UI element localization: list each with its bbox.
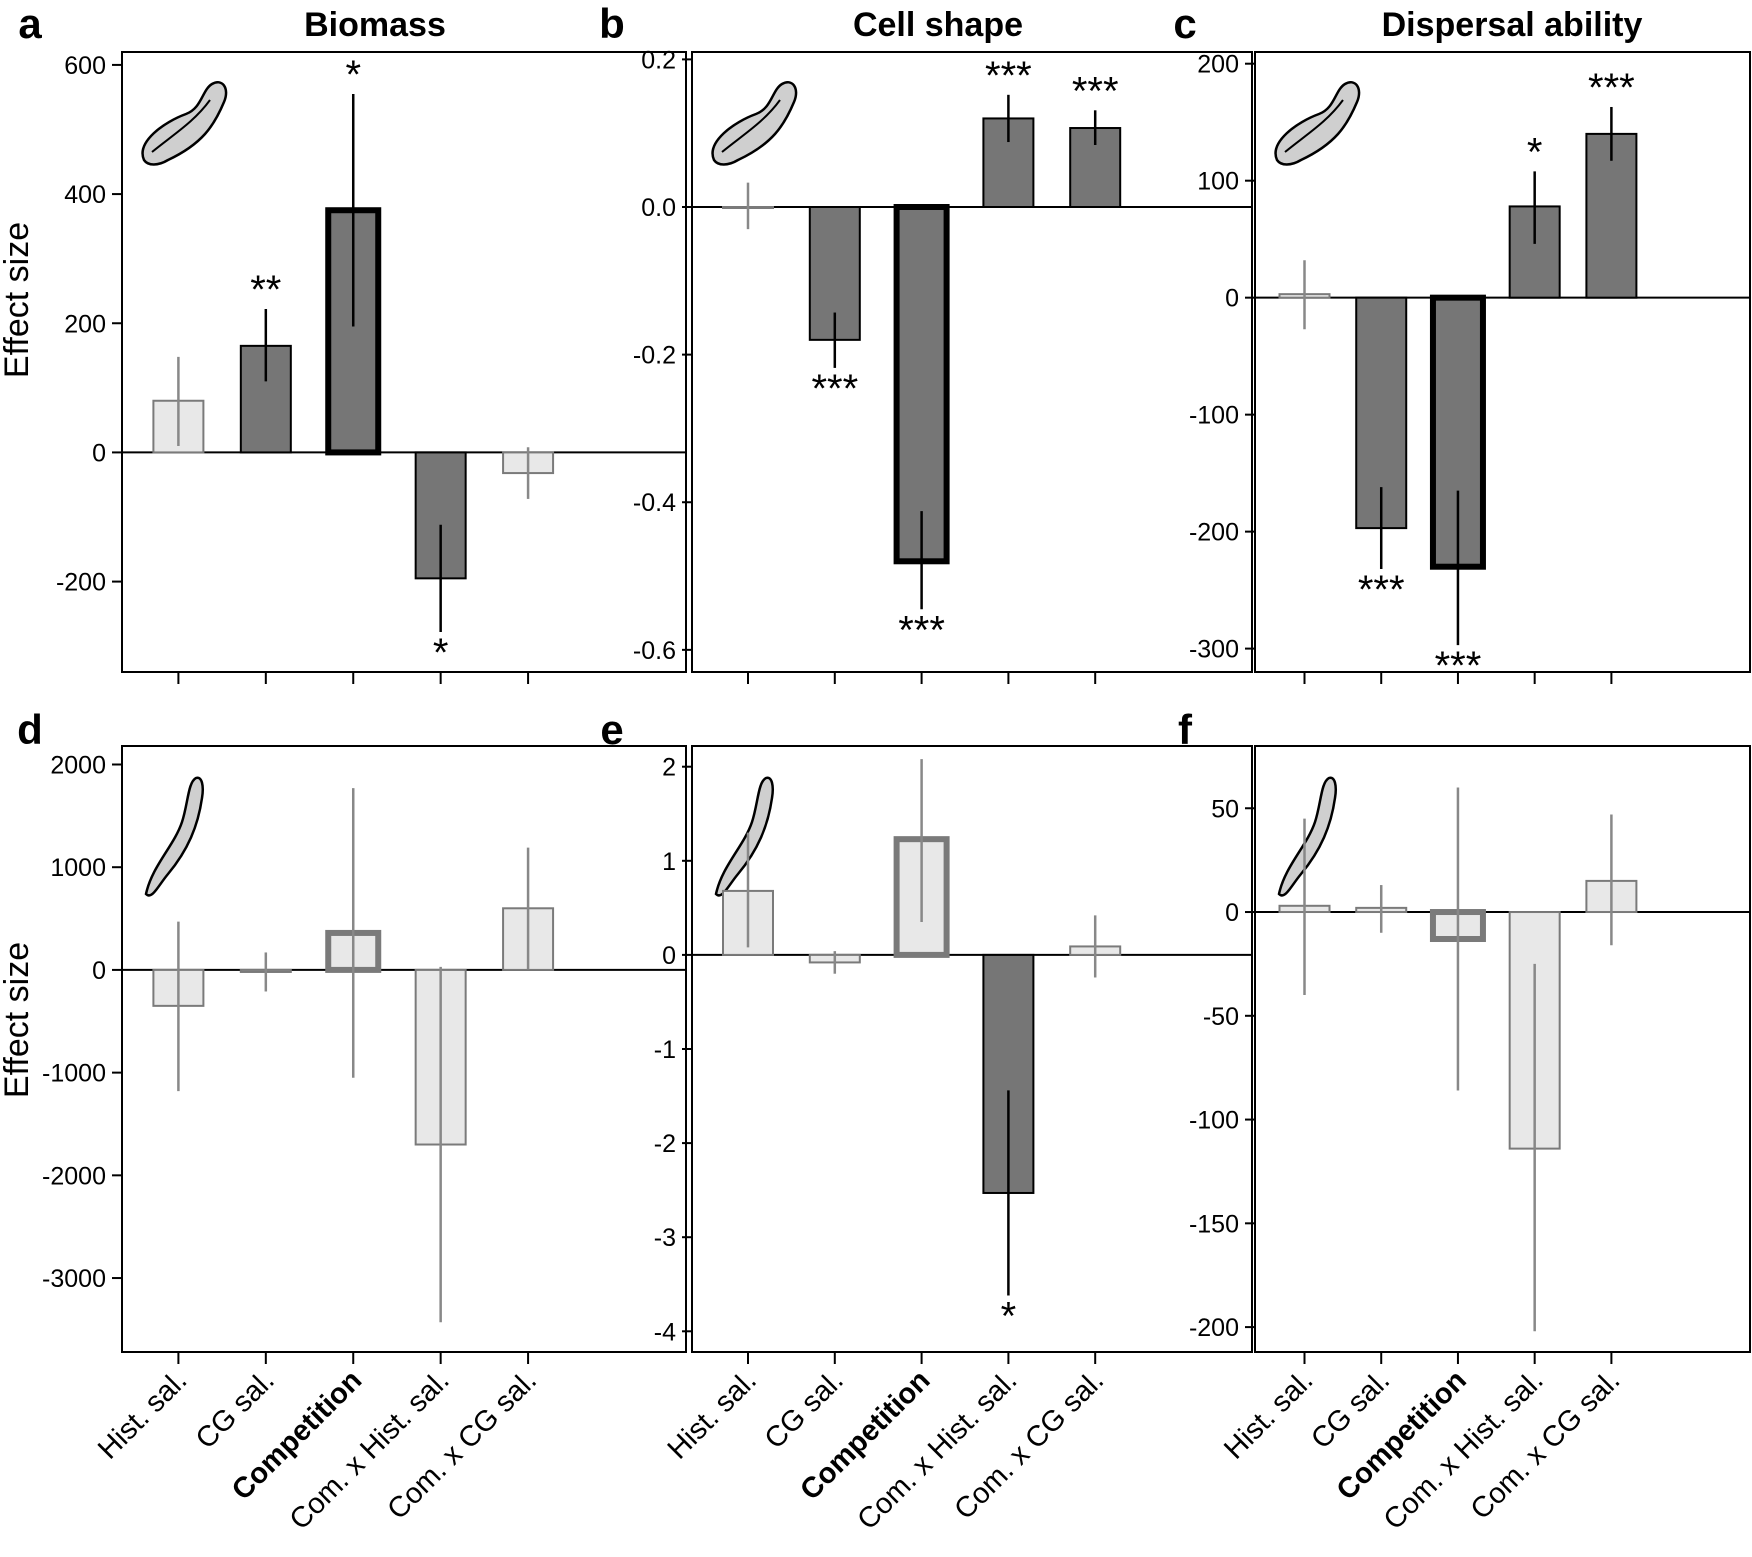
panel-letter: d xyxy=(17,706,43,753)
bar-competition xyxy=(893,204,950,565)
x-tick-label: Com. x Hist. sal. xyxy=(851,1364,1023,1536)
y-tick-label: -2 xyxy=(654,1130,676,1158)
y-tick-label: -3000 xyxy=(42,1265,106,1293)
y-axis-label: Effect size xyxy=(0,222,36,378)
plot-frame xyxy=(1254,745,1751,1353)
y-tick-label: 0.2 xyxy=(641,46,676,74)
significance-label: * xyxy=(1527,130,1543,174)
cell-oblong-icon-midline xyxy=(1284,99,1344,153)
cell-elongated-icon xyxy=(144,776,204,897)
y-tick-label: 0 xyxy=(92,957,106,985)
panel-title: Dispersal ability xyxy=(1382,6,1643,44)
y-tick-label: 1 xyxy=(662,848,676,876)
cell-oblong-icon xyxy=(711,81,798,166)
panel-letter: e xyxy=(600,706,623,753)
panel-letter: c xyxy=(1173,0,1196,47)
significance-label: *** xyxy=(985,54,1032,98)
y-tick-label: 100 xyxy=(1197,168,1239,196)
panel-letter: f xyxy=(1178,706,1193,753)
y-tick-label: -1 xyxy=(654,1036,676,1064)
significance-label: *** xyxy=(1588,66,1635,110)
y-tick-label: 50 xyxy=(1211,795,1239,823)
chart-panel-c: c Dispersal ability2001000-100-200-300***… xyxy=(1173,0,1751,688)
significance-label: * xyxy=(345,53,361,97)
x-tick-label: Com. x Hist. sal. xyxy=(284,1364,456,1536)
significance-label: * xyxy=(433,631,449,675)
y-tick-label: -1000 xyxy=(42,1060,106,1088)
panel-title: Biomass xyxy=(304,6,446,44)
chart-panel-d: d Effect size 2000 1000 0 -1000 -2000 -3000 Hist… xyxy=(0,706,687,1536)
bar-com-x-cg-sal- xyxy=(1585,132,1638,299)
y-tick-label: -2000 xyxy=(42,1162,106,1190)
plot-frame xyxy=(691,51,1253,673)
plot-frame xyxy=(1254,51,1751,673)
cell-oblong-icon xyxy=(1274,81,1361,166)
y-tick-label: 200 xyxy=(1197,51,1239,79)
y-tick-label: -3 xyxy=(654,1224,676,1252)
y-tick-label: 0 xyxy=(1225,285,1239,313)
y-tick-label: 2 xyxy=(662,754,676,782)
significance-label: *** xyxy=(1358,568,1405,612)
cell-elongated-icon xyxy=(714,776,774,897)
cell-oblong-icon-midline xyxy=(151,99,211,153)
y-tick-label: 0 xyxy=(92,439,106,467)
y-tick-label: 600 xyxy=(64,52,106,80)
cell-oblong-icon xyxy=(141,81,228,166)
y-tick-label: 1000 xyxy=(50,854,106,882)
cell-oblong-icon-midline xyxy=(721,99,781,153)
plot-frame xyxy=(691,745,1253,1353)
y-tick-label: 0 xyxy=(1225,899,1239,927)
y-tick-label: 200 xyxy=(64,310,106,338)
y-tick-label: -0.2 xyxy=(633,342,676,370)
chart-panel-b: b Cell shape 0.2 0.0 -0.2 -0.4 -0.6 *** *** *** **… xyxy=(599,0,1253,684)
y-tick-label: -100 xyxy=(1189,1107,1239,1135)
y-tick-label: -0.4 xyxy=(633,489,676,517)
y-tick-label: -100 xyxy=(1189,402,1239,430)
y-tick-label: 0.0 xyxy=(641,194,676,222)
y-tick-label: -150 xyxy=(1189,1210,1239,1238)
y-tick-label: -4 xyxy=(654,1318,676,1346)
y-tick-label: -200 xyxy=(1189,1314,1239,1342)
x-tick-label: Hist. sal. xyxy=(92,1364,193,1465)
panel-title: Cell shape xyxy=(853,6,1023,44)
y-tick-label: 0 xyxy=(662,942,676,970)
significance-label: *** xyxy=(898,608,945,652)
significance-label: ** xyxy=(250,268,281,312)
significance-label: * xyxy=(1001,1295,1017,1339)
y-tick-label: -50 xyxy=(1203,1003,1239,1031)
plot-frame xyxy=(121,51,687,673)
y-tick-label: -300 xyxy=(1189,636,1239,664)
x-tick-label: Com. x CG sal. xyxy=(949,1364,1111,1526)
y-tick-label: -200 xyxy=(56,569,106,597)
y-tick-label: 2000 xyxy=(50,751,106,779)
x-tick-label: Hist. sal. xyxy=(1218,1364,1319,1465)
panel-letter: a xyxy=(18,0,42,47)
y-tick-label: -0.6 xyxy=(633,637,676,665)
plot-frame xyxy=(121,745,687,1353)
significance-label: *** xyxy=(811,367,858,411)
y-axis-label: Effect size xyxy=(0,942,36,1098)
cell-elongated-icon xyxy=(1277,776,1337,897)
x-tick-label: Hist. sal. xyxy=(662,1364,763,1465)
panel-letter: b xyxy=(599,0,625,47)
x-tick-label: Com. x CG sal. xyxy=(381,1364,543,1526)
y-tick-label: -200 xyxy=(1189,519,1239,547)
y-tick-label: 400 xyxy=(64,181,106,209)
significance-label: *** xyxy=(1072,69,1119,113)
